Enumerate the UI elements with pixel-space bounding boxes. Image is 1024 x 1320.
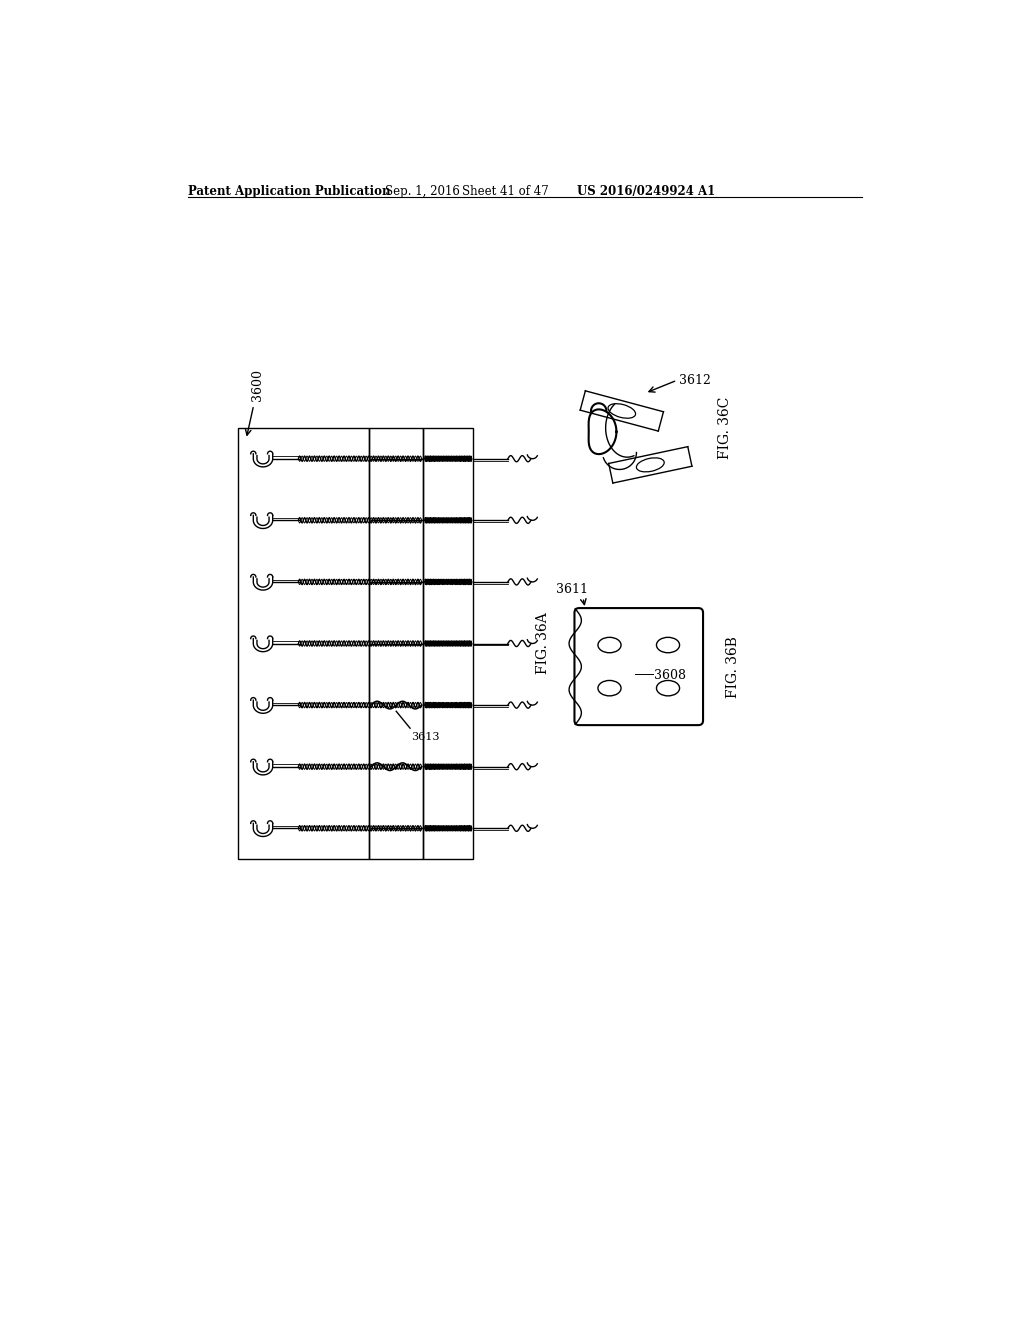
Text: 3600: 3600	[251, 370, 264, 401]
Bar	[423, 428, 473, 859]
Text: 3611: 3611	[556, 582, 588, 595]
Text: FIG. 36A: FIG. 36A	[536, 612, 550, 675]
Text: US 2016/0249924 A1: US 2016/0249924 A1	[578, 185, 716, 198]
Text: 3608: 3608	[654, 669, 686, 682]
Text: Sep. 1, 2016: Sep. 1, 2016	[385, 185, 460, 198]
Text: FIG. 36C: FIG. 36C	[719, 397, 732, 459]
Text: FIG. 36B: FIG. 36B	[726, 636, 740, 697]
Text: 3613: 3613	[412, 733, 440, 742]
Text: Sheet 41 of 47: Sheet 41 of 47	[462, 185, 549, 198]
Bar	[239, 428, 370, 859]
Text: Patent Application Publication: Patent Application Publication	[188, 185, 391, 198]
Bar	[370, 428, 423, 859]
Text: 3612: 3612	[679, 374, 711, 387]
